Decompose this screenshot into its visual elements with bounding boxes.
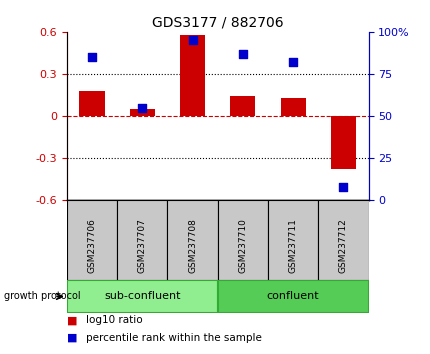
Bar xyxy=(330,116,355,169)
Title: GDS3177 / 882706: GDS3177 / 882706 xyxy=(151,15,283,29)
Text: ■: ■ xyxy=(67,315,77,325)
Text: log10 ratio: log10 ratio xyxy=(86,315,142,325)
Point xyxy=(289,59,296,65)
Point xyxy=(88,54,95,60)
Point xyxy=(138,105,145,110)
Text: GSM237711: GSM237711 xyxy=(288,218,297,273)
Bar xyxy=(217,200,267,280)
Bar xyxy=(79,91,104,116)
Text: GSM237710: GSM237710 xyxy=(238,218,247,273)
Text: GSM237712: GSM237712 xyxy=(338,218,347,273)
Text: GSM237706: GSM237706 xyxy=(87,218,96,273)
Point xyxy=(239,51,246,57)
Bar xyxy=(267,200,317,280)
Text: percentile rank within the sample: percentile rank within the sample xyxy=(86,333,261,343)
Bar xyxy=(167,200,217,280)
Bar xyxy=(67,200,117,280)
Text: growth protocol: growth protocol xyxy=(4,291,81,302)
Text: sub-confluent: sub-confluent xyxy=(104,291,180,302)
Bar xyxy=(117,200,167,280)
Bar xyxy=(317,200,368,280)
Text: ■: ■ xyxy=(67,333,77,343)
Text: GSM237707: GSM237707 xyxy=(138,218,146,273)
Point xyxy=(339,184,346,189)
Bar xyxy=(180,35,205,116)
Bar xyxy=(67,280,217,313)
Point xyxy=(189,38,196,43)
Bar xyxy=(217,280,368,313)
Text: GSM237708: GSM237708 xyxy=(187,218,197,273)
Text: confluent: confluent xyxy=(266,291,319,302)
Bar xyxy=(129,109,154,116)
Bar xyxy=(280,98,305,116)
Bar xyxy=(230,96,255,116)
